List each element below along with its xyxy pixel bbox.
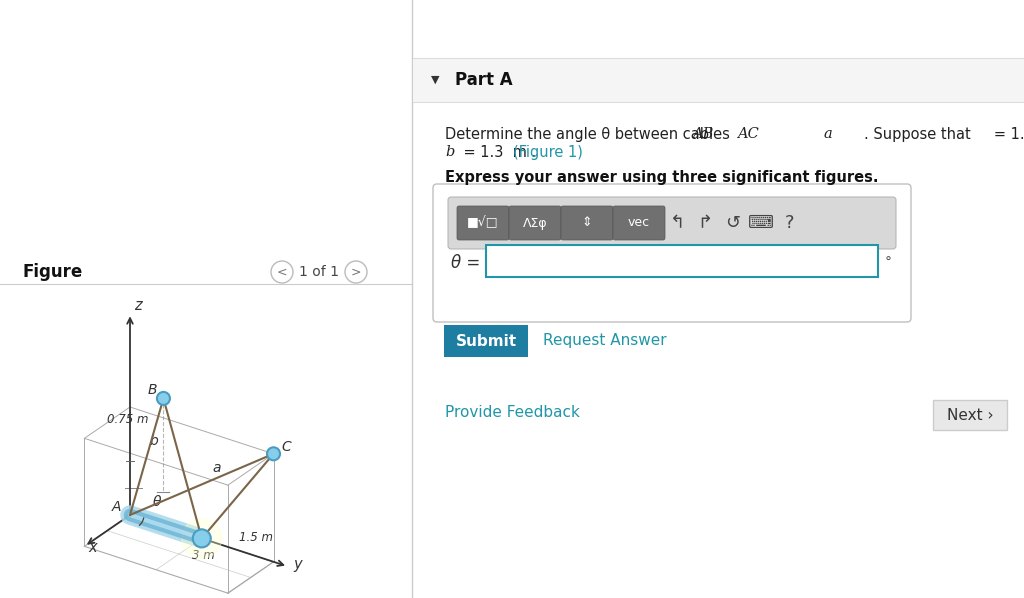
Text: x: x: [88, 541, 97, 556]
Text: ■√□: ■√□: [467, 216, 499, 230]
Text: ▼: ▼: [431, 75, 439, 85]
Text: θ: θ: [153, 495, 162, 509]
Text: vec: vec: [628, 216, 650, 230]
Text: AC: AC: [737, 127, 759, 141]
Text: 0.75 m: 0.75 m: [106, 413, 148, 426]
Text: A: A: [112, 500, 122, 514]
FancyBboxPatch shape: [933, 400, 1007, 430]
Text: 1 of 1: 1 of 1: [299, 265, 339, 279]
Text: C: C: [282, 440, 291, 454]
Text: Request Answer: Request Answer: [543, 334, 667, 349]
FancyBboxPatch shape: [457, 206, 509, 240]
FancyBboxPatch shape: [449, 197, 896, 249]
Text: b: b: [150, 434, 158, 448]
Circle shape: [157, 392, 170, 405]
Text: (Figure 1): (Figure 1): [513, 145, 583, 160]
Text: b: b: [445, 145, 455, 159]
Circle shape: [271, 261, 293, 283]
FancyBboxPatch shape: [433, 184, 911, 322]
Text: Part A: Part A: [455, 71, 513, 89]
Text: ⌨: ⌨: [748, 214, 774, 232]
Text: = 1.3  m .: = 1.3 m .: [445, 145, 541, 160]
Text: ↺: ↺: [725, 214, 740, 232]
Text: Express your answer using three significant figures.: Express your answer using three signific…: [445, 170, 879, 185]
FancyBboxPatch shape: [444, 325, 528, 357]
Text: a: a: [212, 461, 221, 475]
Text: θ =: θ =: [451, 254, 480, 272]
Text: Next ›: Next ›: [947, 407, 993, 423]
Text: >: >: [351, 266, 361, 279]
FancyBboxPatch shape: [509, 206, 561, 240]
FancyBboxPatch shape: [561, 206, 613, 240]
Text: Figure: Figure: [22, 263, 82, 281]
Text: ↰: ↰: [670, 214, 685, 232]
Text: ⇕: ⇕: [582, 216, 592, 230]
FancyBboxPatch shape: [613, 206, 665, 240]
Circle shape: [345, 261, 367, 283]
FancyBboxPatch shape: [486, 245, 878, 277]
Text: °: °: [885, 256, 892, 270]
Text: ΛΣφ: ΛΣφ: [522, 216, 547, 230]
Circle shape: [193, 529, 211, 547]
Text: B: B: [147, 383, 157, 398]
Text: 3 m: 3 m: [191, 550, 214, 562]
Text: ↱: ↱: [697, 214, 713, 232]
Text: AB: AB: [692, 127, 714, 141]
Text: y: y: [293, 557, 301, 572]
FancyBboxPatch shape: [413, 58, 1024, 102]
Text: Submit: Submit: [456, 334, 516, 349]
Text: Determine the angle θ between cables                             . Suppose that : Determine the angle θ between cables . S…: [445, 127, 1024, 142]
Text: <: <: [276, 266, 288, 279]
Text: z: z: [134, 298, 141, 313]
Text: 1.5 m: 1.5 m: [239, 532, 273, 545]
Circle shape: [182, 518, 222, 559]
Text: ?: ?: [784, 214, 794, 232]
Text: Provide Feedback: Provide Feedback: [445, 405, 580, 420]
Text: a: a: [823, 127, 831, 141]
Circle shape: [267, 447, 280, 460]
